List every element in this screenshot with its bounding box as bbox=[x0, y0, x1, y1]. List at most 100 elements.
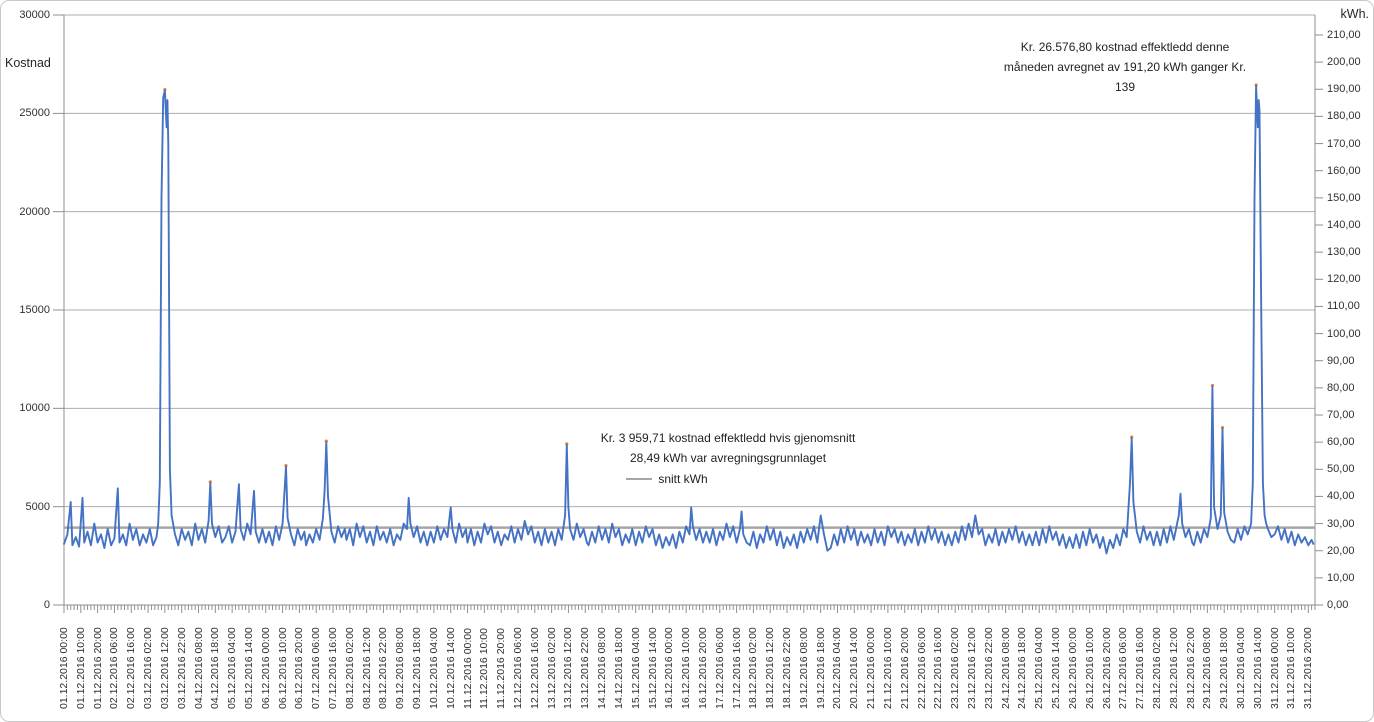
x-axis-tick-label: 11.12.2016 00:00 bbox=[461, 628, 474, 709]
annotation-peak-cost: Kr. 26.576,80 kostnad effektledd denne må… bbox=[975, 37, 1275, 97]
x-axis-tick-label: 05.12.2016 14:00 bbox=[242, 627, 255, 709]
right-axis-tick-label: 200,00 bbox=[1327, 56, 1361, 69]
right-axis-tick-label: 100,00 bbox=[1327, 327, 1361, 340]
right-axis-tick-label: 120,00 bbox=[1327, 273, 1361, 286]
x-axis-tick-label: 29.12.2016 08:00 bbox=[1201, 627, 1214, 709]
legend: snitt kWh bbox=[597, 471, 737, 487]
left-axis-tick-label: 0 bbox=[43, 599, 50, 611]
x-axis-tick-label: 15.12.2016 04:00 bbox=[629, 627, 642, 709]
right-axis-tick-label: 170,00 bbox=[1327, 137, 1361, 150]
annotation-line: 139 bbox=[1114, 80, 1136, 94]
x-axis-tick-label: 22.12.2016 16:00 bbox=[932, 627, 945, 709]
annotation-line: måneden avregnet av 191,20 kWh ganger Kr… bbox=[1003, 60, 1247, 74]
x-axis-tick-label: 08.12.2016 02:00 bbox=[343, 627, 356, 709]
right-axis-tick-label: 140,00 bbox=[1327, 219, 1361, 231]
x-axis-tick-label: 17.12.2016 06:00 bbox=[713, 627, 726, 709]
right-axis-tick-label: 60,00 bbox=[1327, 436, 1355, 449]
x-axis-tick-label: 28.12.2016 12:00 bbox=[1167, 627, 1180, 709]
left-axis-tick-label: 5000 bbox=[25, 500, 50, 513]
right-axis-tick-label: 80,00 bbox=[1327, 381, 1355, 394]
right-axis-tick-label: 40,00 bbox=[1327, 490, 1355, 503]
x-axis-tick-label: 26.12.2016 20:00 bbox=[1100, 627, 1113, 709]
x-axis-tick-label: 19.12.2016 08:00 bbox=[797, 627, 810, 709]
right-axis-tick-label: 50,00 bbox=[1327, 463, 1355, 476]
x-axis-tick-label: 23.12.2016 12:00 bbox=[965, 627, 978, 709]
legend-label: snitt kWh bbox=[658, 472, 708, 486]
x-axis-tick-label: 13.12.2016 02:00 bbox=[545, 627, 558, 709]
right-axis-tick-label: 30,00 bbox=[1327, 517, 1355, 530]
left-axis-tick-label: 10000 bbox=[19, 402, 50, 415]
x-axis-tick-label: 04.12.2016 08:00 bbox=[192, 627, 205, 709]
left-axis-title: Kostnad bbox=[5, 56, 51, 70]
x-axis-tick-label: 23.12.2016 02:00 bbox=[949, 627, 962, 709]
legend-line-swatch bbox=[626, 478, 653, 480]
x-axis-tick-label: 13.12.2016 22:00 bbox=[579, 627, 592, 709]
x-axis-tick-label: 26.12.2016 00:00 bbox=[1066, 627, 1079, 709]
x-axis-tick-label: 24.12.2016 08:00 bbox=[999, 627, 1012, 709]
x-axis-tick-label: 13.12.2016 12:00 bbox=[562, 627, 575, 709]
right-axis-tick-label: 210,00 bbox=[1327, 29, 1361, 41]
right-axis-tick-label: 0,00 bbox=[1327, 599, 1349, 611]
left-axis-tick-label: 20000 bbox=[19, 205, 50, 218]
x-axis-tick-label: 01.12.2016 20:00 bbox=[91, 627, 104, 709]
annotation-line: Kr. 26.576,80 kostnad effektledd denne bbox=[1020, 40, 1230, 54]
x-axis-tick-label: 14.12.2016 18:00 bbox=[612, 627, 625, 709]
x-axis-tick-label: 20.12.2016 04:00 bbox=[831, 627, 844, 709]
x-axis-tick-label: 16.12.2016 10:00 bbox=[680, 627, 693, 709]
x-axis-tick-label: 08.12.2016 12:00 bbox=[360, 627, 373, 709]
right-axis-tick-label: 190,00 bbox=[1327, 83, 1361, 96]
x-axis-tick-label: 09.12.2016 08:00 bbox=[394, 627, 407, 709]
x-axis-tick-label: 05.12.2016 04:00 bbox=[226, 627, 239, 709]
x-axis-tick-label: 09.12.2016 18:00 bbox=[411, 627, 424, 709]
x-axis-tick-label: 01.12.2016 10:00 bbox=[74, 627, 87, 709]
x-axis-tick-label: 18.12.2016 02:00 bbox=[747, 627, 760, 709]
x-axis-tick-label: 17.12.2016 16:00 bbox=[730, 627, 743, 709]
right-axis-title: kWh. bbox=[1340, 7, 1369, 21]
x-axis-tick-label: 06.12.2016 10:00 bbox=[276, 627, 289, 709]
x-axis-tick-label: 30.12.2016 04:00 bbox=[1235, 627, 1248, 709]
left-axis-tick-label: 15000 bbox=[19, 304, 50, 316]
x-axis-tick-label: 31.12.2016 10:00 bbox=[1285, 627, 1298, 709]
right-axis-tick-label: 130,00 bbox=[1327, 246, 1361, 259]
x-axis-tick-label: 11.12.2016 10:00 bbox=[478, 628, 491, 709]
x-axis-tick-label: 02.12.2016 16:00 bbox=[125, 627, 138, 709]
x-axis-tick-label: 06.12.2016 00:00 bbox=[259, 627, 272, 709]
x-axis-tick-label: 24.12.2016 18:00 bbox=[1016, 627, 1029, 709]
x-axis-tick-label: 19.12.2016 18:00 bbox=[814, 627, 827, 709]
annotation-line: Kr. 3 959,71 kostnad effektledd hvis gje… bbox=[600, 431, 856, 445]
right-axis-tick-label: 150,00 bbox=[1327, 191, 1361, 204]
x-axis-tick-label: 16.12.2016 20:00 bbox=[696, 627, 709, 709]
x-axis-tick-label: 18.12.2016 12:00 bbox=[764, 627, 777, 709]
left-axis-tick-label: 30000 bbox=[19, 9, 50, 21]
right-axis-tick-label: 110,00 bbox=[1327, 300, 1360, 313]
x-axis-tick-label: 25.12.2016 04:00 bbox=[1033, 627, 1046, 709]
x-axis-tick-label: 12.12.2016 16:00 bbox=[528, 627, 541, 709]
x-axis-tick-label: 21.12.2016 20:00 bbox=[898, 627, 911, 709]
left-axis-tick-label: 25000 bbox=[19, 107, 50, 120]
right-axis-tick-label: 70,00 bbox=[1327, 409, 1355, 421]
x-axis-tick-label: 14.12.2016 08:00 bbox=[596, 627, 609, 709]
right-axis-tick-label: 160,00 bbox=[1327, 164, 1361, 177]
x-axis-tick-label: 16.12.2016 00:00 bbox=[663, 627, 676, 709]
annotation-line: 28,49 kWh var avregningsgrunnlaget bbox=[629, 451, 827, 465]
x-axis-tick-label: 20.12.2016 14:00 bbox=[848, 627, 861, 709]
x-axis-tick-label: 29.12.2016 18:00 bbox=[1218, 627, 1231, 709]
x-axis-tick-label: 10.12.2016 14:00 bbox=[444, 627, 457, 709]
x-axis-tick-label: 07.12.2016 06:00 bbox=[310, 627, 323, 709]
x-axis-tick-label: 28.12.2016 22:00 bbox=[1184, 627, 1197, 709]
x-axis-tick-label: 11.12.2016 20:00 bbox=[495, 628, 508, 709]
annotation-average-cost: Kr. 3 959,71 kostnad effektledd hvis gje… bbox=[578, 428, 878, 468]
x-axis-tick-label: 31.12.2016 20:00 bbox=[1302, 627, 1315, 709]
x-axis-tick-label: 02.12.2016 06:00 bbox=[108, 627, 121, 709]
x-axis-tick-label: 06.12.2016 20:00 bbox=[293, 627, 306, 709]
x-axis-tick-label: 30.12.2016 14:00 bbox=[1251, 627, 1264, 709]
kwh-series-line bbox=[63, 85, 1315, 555]
x-axis-tick-label: 22.12.2016 06:00 bbox=[915, 627, 928, 709]
x-axis-tick-label: 03.12.2016 12:00 bbox=[158, 627, 171, 709]
x-axis-tick-label: 15.12.2016 14:00 bbox=[646, 627, 659, 709]
x-axis-tick-label: 23.12.2016 22:00 bbox=[982, 627, 995, 709]
right-axis-tick-label: 10,00 bbox=[1327, 571, 1355, 584]
x-axis-tick-label: 03.12.2016 22:00 bbox=[175, 627, 188, 709]
